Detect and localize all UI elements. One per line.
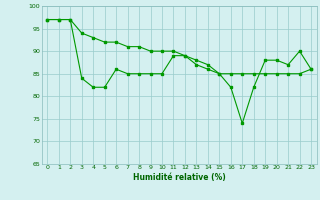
X-axis label: Humidité relative (%): Humidité relative (%) — [133, 173, 226, 182]
